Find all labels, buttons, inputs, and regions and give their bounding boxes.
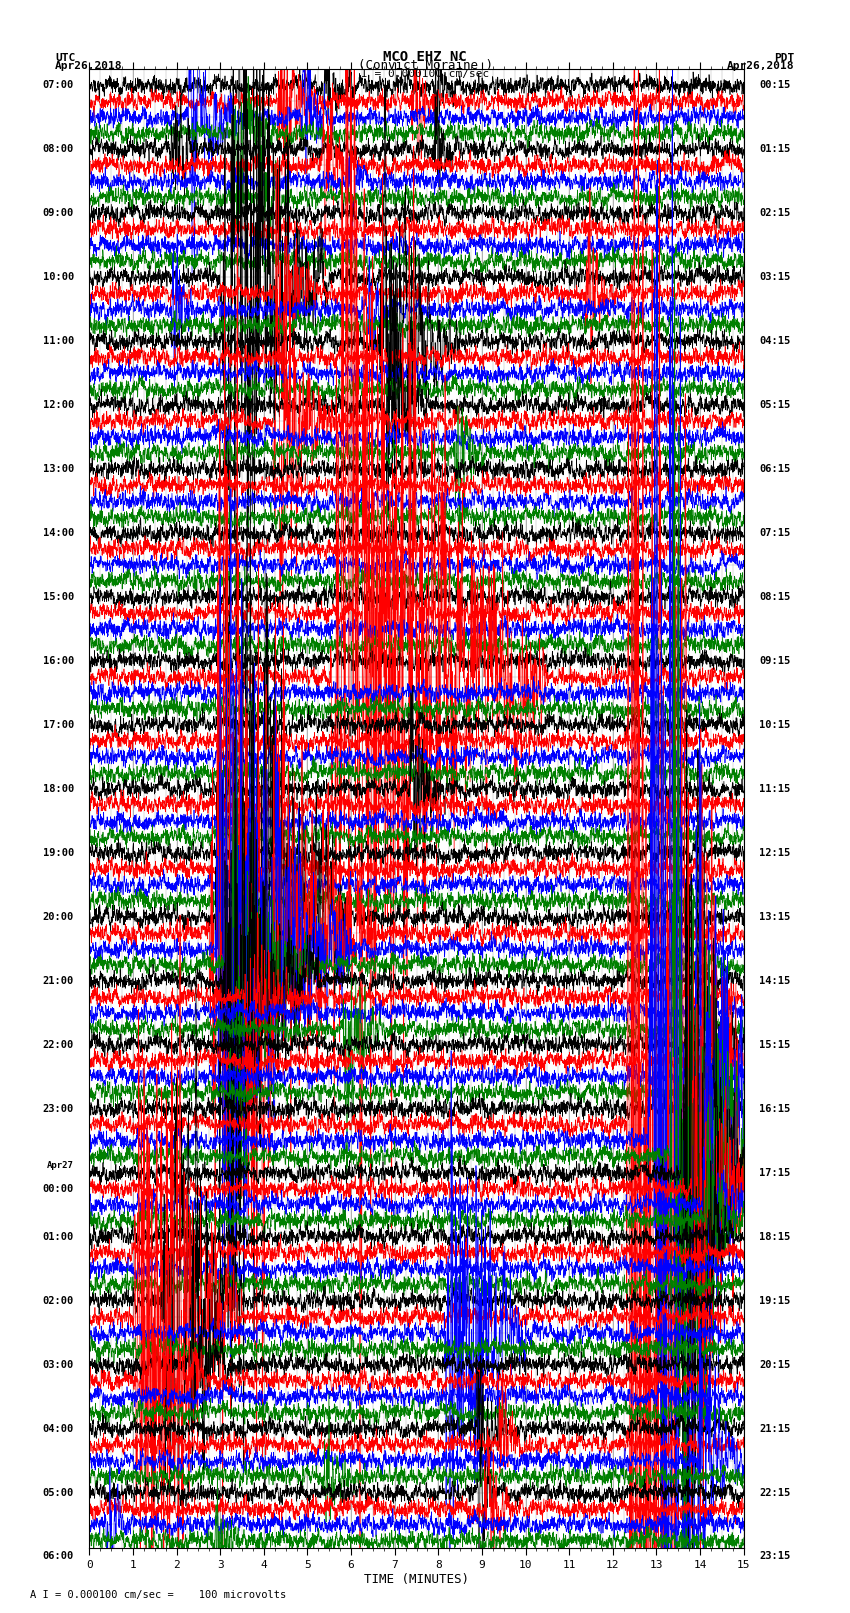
Text: 08:00: 08:00: [42, 144, 74, 155]
Text: 16:15: 16:15: [759, 1103, 791, 1113]
Text: 14:00: 14:00: [42, 527, 74, 539]
Text: UTC: UTC: [55, 53, 76, 63]
Text: 07:15: 07:15: [759, 527, 791, 539]
Text: 08:15: 08:15: [759, 592, 791, 602]
Text: 04:00: 04:00: [42, 1424, 74, 1434]
Text: 02:00: 02:00: [42, 1295, 74, 1305]
Text: Apr27: Apr27: [47, 1161, 74, 1171]
Text: 23:00: 23:00: [42, 1103, 74, 1113]
Text: 10:00: 10:00: [42, 273, 74, 282]
Text: 12:00: 12:00: [42, 400, 74, 410]
Text: 01:00: 01:00: [42, 1232, 74, 1242]
Text: (Convict Moraine ): (Convict Moraine ): [358, 58, 492, 71]
Text: 14:15: 14:15: [759, 976, 791, 986]
Text: 18:00: 18:00: [42, 784, 74, 794]
Text: 03:15: 03:15: [759, 273, 791, 282]
Text: 07:00: 07:00: [42, 81, 74, 90]
Text: 21:15: 21:15: [759, 1424, 791, 1434]
Text: 04:15: 04:15: [759, 336, 791, 347]
Text: 01:15: 01:15: [759, 144, 791, 155]
Text: 22:15: 22:15: [759, 1487, 791, 1497]
Text: 06:00: 06:00: [42, 1552, 74, 1561]
Text: 23:15: 23:15: [759, 1552, 791, 1561]
Text: 17:00: 17:00: [42, 719, 74, 731]
Text: 03:00: 03:00: [42, 1360, 74, 1369]
Text: MCO EHZ NC: MCO EHZ NC: [383, 50, 467, 65]
Text: 15:15: 15:15: [759, 1040, 791, 1050]
Text: 21:00: 21:00: [42, 976, 74, 986]
Text: 10:15: 10:15: [759, 719, 791, 731]
Text: 16:00: 16:00: [42, 656, 74, 666]
Text: Apr26,2018: Apr26,2018: [55, 61, 122, 71]
Text: PDT: PDT: [774, 53, 795, 63]
Text: 19:00: 19:00: [42, 848, 74, 858]
Text: 09:15: 09:15: [759, 656, 791, 666]
Text: I = 0.000100 cm/sec: I = 0.000100 cm/sec: [361, 69, 489, 79]
Text: 17:15: 17:15: [759, 1168, 791, 1177]
Text: 13:00: 13:00: [42, 465, 74, 474]
Text: 05:15: 05:15: [759, 400, 791, 410]
Text: 11:15: 11:15: [759, 784, 791, 794]
Text: 13:15: 13:15: [759, 911, 791, 923]
Text: 09:00: 09:00: [42, 208, 74, 218]
Text: 20:15: 20:15: [759, 1360, 791, 1369]
Text: 12:15: 12:15: [759, 848, 791, 858]
Text: 00:15: 00:15: [759, 81, 791, 90]
Text: 15:00: 15:00: [42, 592, 74, 602]
Text: 05:00: 05:00: [42, 1487, 74, 1497]
Text: 02:15: 02:15: [759, 208, 791, 218]
Text: 20:00: 20:00: [42, 911, 74, 923]
Text: 18:15: 18:15: [759, 1232, 791, 1242]
Text: 22:00: 22:00: [42, 1040, 74, 1050]
Text: 00:00: 00:00: [42, 1184, 74, 1194]
Text: 06:15: 06:15: [759, 465, 791, 474]
Text: Apr26,2018: Apr26,2018: [728, 61, 795, 71]
Text: 11:00: 11:00: [42, 336, 74, 347]
Text: 19:15: 19:15: [759, 1295, 791, 1305]
X-axis label: TIME (MINUTES): TIME (MINUTES): [364, 1573, 469, 1586]
Text: A I = 0.000100 cm/sec =    100 microvolts: A I = 0.000100 cm/sec = 100 microvolts: [30, 1590, 286, 1600]
